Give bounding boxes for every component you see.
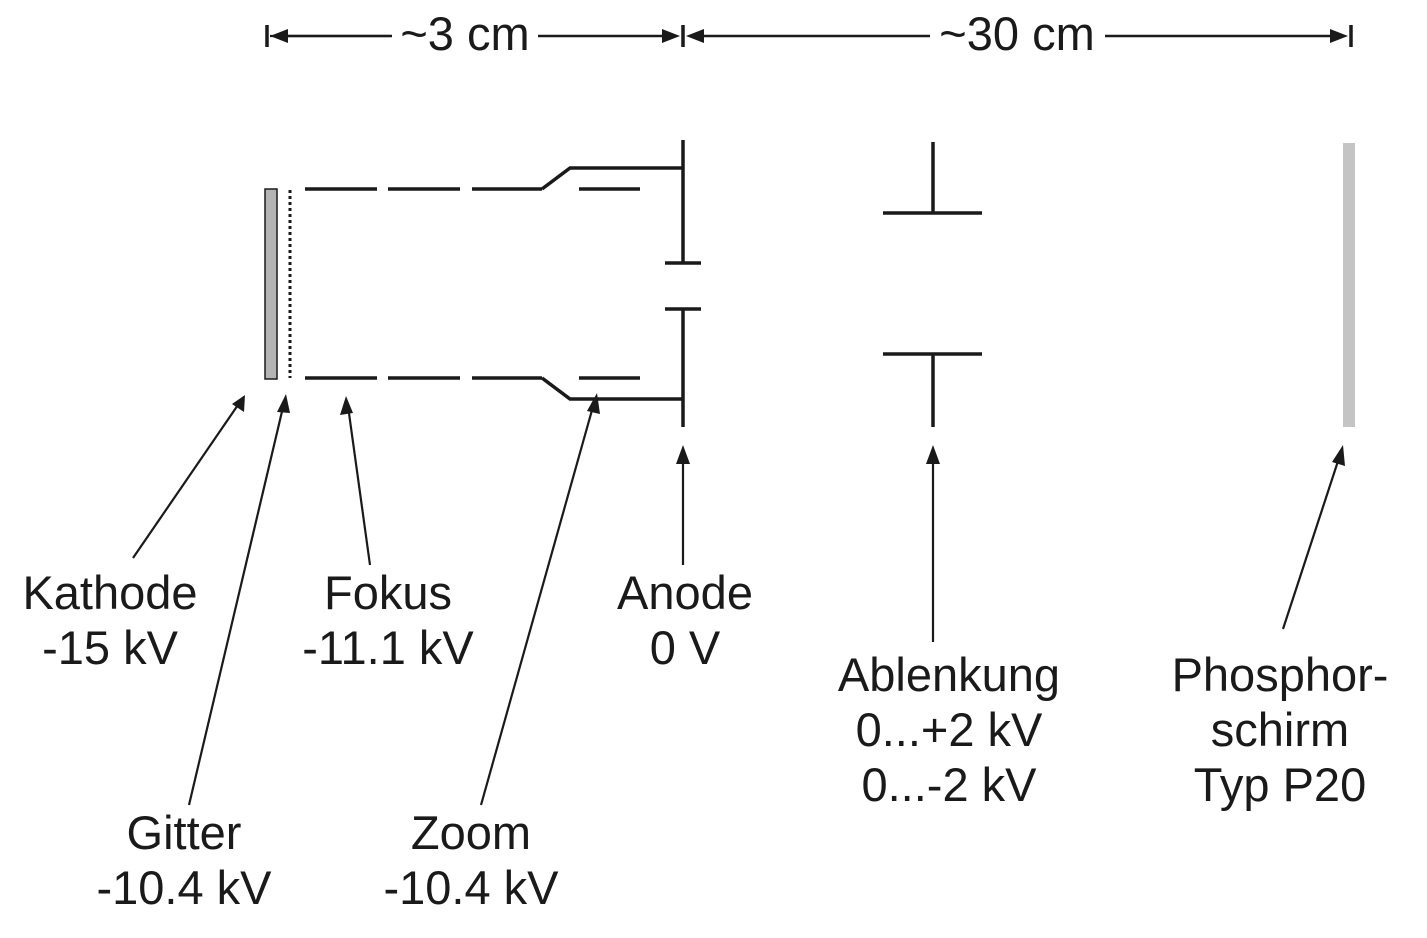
gitter-voltage: -10.4 kV xyxy=(96,861,272,914)
anode-name: Anode xyxy=(617,566,753,619)
ablenkung-voltage-positive: 0...+2 kV xyxy=(856,703,1043,756)
pointer-arrows xyxy=(132,393,1345,806)
ablenkung-name: Ablenkung xyxy=(838,648,1060,701)
cathode-plate xyxy=(264,188,278,380)
anode-voltage: 0 V xyxy=(650,621,721,674)
zoom-voltage: -10.4 kV xyxy=(383,861,559,914)
dimension-30cm: ~30 cm xyxy=(686,7,1353,60)
phosphor-name-2: schirm xyxy=(1211,703,1349,756)
phosphor-screen xyxy=(1343,143,1355,427)
gitter-name: Gitter xyxy=(127,806,242,859)
deflection-plates xyxy=(883,142,982,427)
label-kathode: Kathode -15 kV xyxy=(22,566,197,674)
fokus-voltage: -11.1 kV xyxy=(302,621,474,674)
zoom-name: Zoom xyxy=(411,806,531,859)
label-gitter: Gitter -10.4 kV xyxy=(96,806,272,914)
phosphor-name-1: Phosphor- xyxy=(1172,648,1389,701)
label-phosphor: Phosphor- schirm Typ P20 xyxy=(1172,648,1389,811)
upper-electrodes xyxy=(305,166,683,191)
dimension-3cm: ~3 cm xyxy=(265,7,685,60)
label-anode: Anode 0 V xyxy=(617,566,753,674)
ablenkung-voltage-negative: 0...-2 kV xyxy=(861,758,1037,811)
dimension-3cm-label: ~3 cm xyxy=(400,7,529,60)
label-ablenkung: Ablenkung 0...+2 kV 0...-2 kV xyxy=(838,648,1060,811)
fokus-name: Fokus xyxy=(324,566,452,619)
lower-electrodes xyxy=(305,376,683,401)
dimension-30cm-label: ~30 cm xyxy=(939,7,1094,60)
anode-electrode xyxy=(665,140,701,427)
kathode-name: Kathode xyxy=(22,566,197,619)
kathode-voltage: -15 kV xyxy=(42,621,178,674)
label-zoom: Zoom -10.4 kV xyxy=(383,806,559,914)
phosphor-type: Typ P20 xyxy=(1194,758,1366,811)
label-fokus: Fokus -11.1 kV xyxy=(302,566,474,674)
